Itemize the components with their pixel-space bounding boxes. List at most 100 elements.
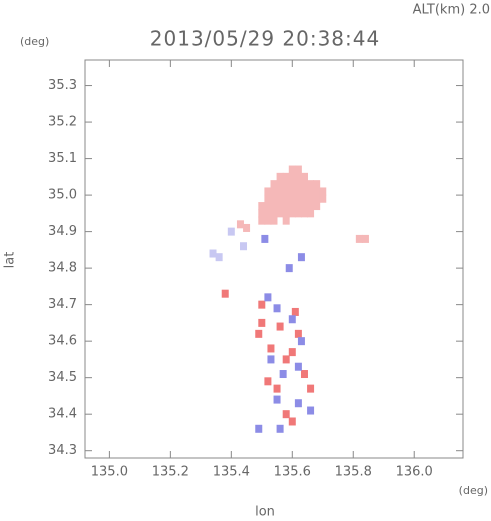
data-cell	[273, 384, 281, 393]
data-cell	[255, 329, 263, 338]
data-cell	[221, 289, 229, 298]
data-cell	[313, 180, 321, 189]
data-cell	[258, 216, 266, 225]
data-cell	[261, 234, 269, 243]
data-cell	[288, 417, 296, 426]
data-cell	[270, 187, 278, 196]
chart-title: 2013/05/29 20:38:44	[150, 27, 380, 51]
data-cell	[282, 180, 290, 189]
x-unit: (deg)	[459, 484, 488, 497]
plot-frame	[84, 59, 464, 459]
data-cell	[270, 209, 278, 218]
data-cell	[264, 377, 272, 386]
subtitle: ALT(km) 2.0	[413, 3, 490, 18]
data-cell	[313, 202, 321, 211]
y-tick-label: 35.0	[48, 188, 77, 203]
data-cell	[264, 209, 272, 218]
data-cell	[300, 194, 308, 203]
data-cell	[294, 202, 302, 211]
data-cell	[236, 220, 244, 229]
data-cell	[276, 187, 284, 196]
y-axis-label: lat	[3, 252, 18, 269]
data-cell	[288, 209, 296, 218]
data-cell	[288, 187, 296, 196]
data-cell	[282, 209, 290, 218]
data-cell	[276, 209, 284, 218]
data-cell	[264, 187, 272, 196]
data-cell	[282, 202, 290, 211]
data-cell	[264, 202, 272, 211]
x-tick-label: 135.8	[335, 465, 372, 480]
data-cell	[307, 384, 315, 393]
data-cell	[282, 355, 290, 364]
data-cell	[285, 264, 293, 273]
x-tick-label: 135.0	[91, 465, 128, 480]
y-tick-label: 34.8	[48, 261, 77, 276]
data-cell	[215, 253, 223, 262]
data-cell	[291, 307, 299, 316]
data-cell	[276, 172, 284, 181]
x-tick-label: 135.6	[274, 465, 311, 480]
data-cell	[276, 202, 284, 211]
data-cell	[258, 209, 266, 218]
x-tick-label: 136.0	[396, 465, 433, 480]
y-tick-label: 35.3	[48, 78, 77, 93]
data-cell	[307, 180, 315, 189]
data-cell	[307, 406, 315, 415]
data-cell	[313, 194, 321, 203]
data-cell	[282, 187, 290, 196]
data-cell	[294, 329, 302, 338]
data-cell	[294, 172, 302, 181]
data-cell	[300, 209, 308, 218]
y-tick-label: 34.4	[48, 407, 77, 422]
data-cell	[294, 362, 302, 371]
x-axis-label: lon	[255, 505, 275, 520]
data-cell	[255, 424, 263, 433]
data-cell	[270, 216, 278, 225]
data-cell	[288, 348, 296, 357]
data-cell	[288, 202, 296, 211]
y-tick-label: 35.2	[48, 115, 77, 130]
data-cell	[227, 227, 235, 236]
data-cell	[240, 242, 248, 251]
y-tick-label: 34.6	[48, 334, 77, 349]
data-cell	[276, 424, 284, 433]
data-cell	[276, 180, 284, 189]
data-cell	[279, 370, 287, 379]
data-cell	[270, 202, 278, 211]
data-cell	[307, 202, 315, 211]
data-cell	[300, 180, 308, 189]
data-cell	[297, 253, 305, 262]
y-tick-label: 34.7	[48, 297, 77, 312]
data-cell	[288, 315, 296, 324]
data-cell	[288, 165, 296, 174]
y-tick-label: 35.1	[48, 151, 77, 166]
y-unit: (deg)	[20, 35, 49, 48]
y-tick-label: 34.9	[48, 224, 77, 239]
data-cell	[307, 209, 315, 218]
y-tick-label: 34.5	[48, 370, 77, 385]
data-cell	[243, 223, 251, 232]
data-cell	[264, 216, 272, 225]
data-cell	[319, 194, 327, 203]
data-cell	[276, 322, 284, 331]
data-cell	[282, 172, 290, 181]
data-cell	[294, 165, 302, 174]
data-cell	[264, 194, 272, 203]
data-cell	[270, 180, 278, 189]
data-cell	[294, 399, 302, 408]
data-cell	[282, 410, 290, 419]
data-cell	[258, 300, 266, 309]
data-cell	[307, 194, 315, 203]
x-tick-label: 135.2	[152, 465, 189, 480]
data-cell	[282, 194, 290, 203]
data-cell	[273, 304, 281, 313]
x-tick-label: 135.4	[213, 465, 250, 480]
data-cell	[264, 293, 272, 302]
data-cell	[300, 202, 308, 211]
data-cell	[273, 395, 281, 404]
data-cell	[288, 180, 296, 189]
data-cell	[294, 194, 302, 203]
data-cell	[297, 337, 305, 346]
